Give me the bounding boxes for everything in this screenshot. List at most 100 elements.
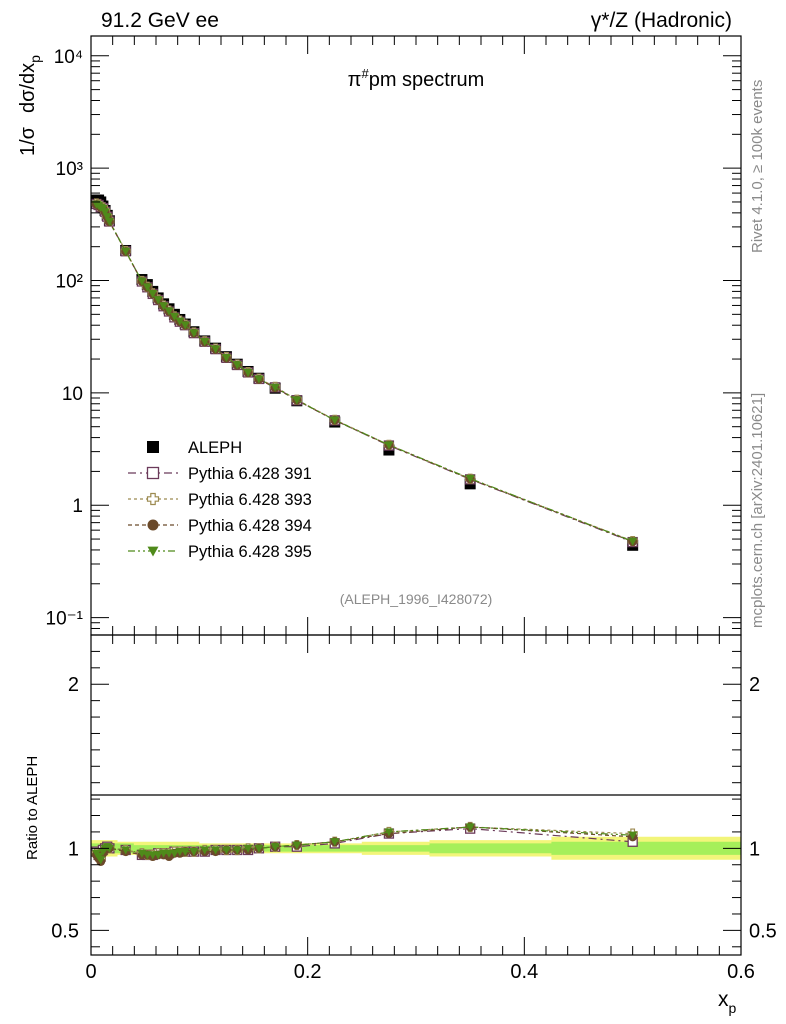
series-line-p391 <box>96 203 633 543</box>
ylabel-norm: 1/σ <box>17 126 39 156</box>
main-y-axis: 10⁻¹ 1 10 10² 10³ 10⁴ <box>46 36 742 636</box>
legend-label: ALEPH <box>188 439 242 457</box>
legend-marker <box>147 546 159 557</box>
ratio-uncertainty-bands <box>91 836 741 860</box>
legend-marker <box>147 441 159 453</box>
series-line-p393 <box>96 202 633 542</box>
series-p394 <box>91 199 638 547</box>
ratio-series-p395 <box>91 823 638 865</box>
legend-entry-p394: Pythia 6.428 394 <box>128 517 312 535</box>
mc-point <box>164 307 174 316</box>
ratio-point <box>169 849 179 858</box>
legend-entry-data: ALEPH <box>147 439 242 457</box>
ratio-y-tick-label: 0.5 <box>51 920 79 942</box>
mc-point <box>211 345 221 354</box>
ratio-point <box>254 844 264 853</box>
header-left: 91.2 GeV ee <box>101 9 219 32</box>
mc-point <box>102 213 112 222</box>
x-tick-label: 0.6 <box>727 961 755 983</box>
y-tick-label: 10² <box>56 272 83 293</box>
x-tick-label: 0.4 <box>510 961 538 983</box>
series-line-p395 <box>96 203 633 542</box>
legend-label: Pythia 6.428 394 <box>188 517 312 535</box>
mc-point <box>243 368 253 377</box>
ratio-point <box>153 851 163 860</box>
main-plot-panel: 10⁻¹ 1 10 10² 10³ 10⁴ π#pm spectrum 1/σ dσ/dxp… <box>17 35 742 636</box>
mc-point <box>100 208 110 217</box>
y-tick-label: 1 <box>72 496 83 517</box>
y-tick-label: 10⁻¹ <box>46 609 84 630</box>
ratio-point <box>243 844 253 853</box>
ratio-y-tick-label-right: 1 <box>749 838 760 860</box>
mc-point <box>153 296 163 305</box>
y-tick-label: 10 <box>62 384 83 405</box>
mc-point <box>142 283 152 292</box>
ratio-point <box>221 846 231 855</box>
ylabel-sub: p <box>27 55 43 63</box>
mc-point <box>221 354 231 363</box>
x-tick-label: 0 <box>85 961 96 983</box>
legend-label: Pythia 6.428 391 <box>188 465 312 483</box>
y-tick-label: 10³ <box>56 159 83 180</box>
mcplots-label: mcplots.cern.ch [arXiv:2401.10621] <box>749 393 766 628</box>
ratio-band-inner <box>91 841 741 855</box>
y-tick-label: 10⁴ <box>54 47 83 68</box>
main-y-axis-label: 1/σ dσ/dxp <box>17 55 43 156</box>
mc-point <box>254 375 264 384</box>
mc-point <box>180 321 190 330</box>
ratio-point <box>189 848 199 857</box>
mc-point <box>137 277 147 286</box>
ratio-point <box>211 846 221 855</box>
ratio-point <box>628 831 638 840</box>
mc-point <box>159 302 169 311</box>
ratio-point <box>104 844 114 853</box>
ratio-point <box>180 848 190 857</box>
series-p393 <box>91 198 638 547</box>
mc-point <box>189 329 199 338</box>
mc-point <box>169 312 179 322</box>
ylabel-deriv: dσ/dx <box>17 63 39 113</box>
legend-entry-p393: Pythia 6.428 393 <box>128 491 312 509</box>
mc-point <box>200 337 210 347</box>
header-right: γ*/Z (Hadronic) <box>591 9 732 32</box>
ratio-point <box>330 838 340 847</box>
mc-point <box>465 474 475 483</box>
ratio-series <box>91 821 638 866</box>
legend-marker <box>146 492 160 506</box>
mc-point <box>104 217 114 227</box>
legend-entry-p395: Pythia 6.428 395 <box>128 543 312 561</box>
xlabel-sub: p <box>729 1000 737 1016</box>
ratio-point <box>96 856 106 865</box>
ratio-y-tick-label-right: 2 <box>749 674 760 696</box>
ratio-point <box>384 828 394 837</box>
ratio-plot-panel: 0.5 0.5 1 1 2 2 0 0.2 0.4 0.6 Ratio to ALEPH xp <box>24 634 777 1016</box>
analysis-watermark: (ALEPH_1996_I428072) <box>340 591 493 607</box>
ratio-y-tick-label: 2 <box>68 674 79 696</box>
ratio-axes: 0.5 0.5 1 1 2 2 0 0.2 0.4 0.6 <box>51 635 777 983</box>
ratio-y-axis-label: Ratio to ALEPH <box>24 756 41 860</box>
mc-point <box>148 289 158 299</box>
spectrum-series <box>90 194 639 551</box>
mc-point <box>292 396 302 405</box>
ratio-point <box>270 843 280 852</box>
mc-point <box>121 247 131 256</box>
legend-entry-p391: Pythia 6.428 391 <box>128 465 312 483</box>
series-p391 <box>91 198 638 548</box>
mc-point <box>175 317 185 326</box>
series-p395 <box>91 200 638 546</box>
mc-point <box>270 383 280 392</box>
mc-point <box>384 441 394 450</box>
ratio-point <box>200 846 210 855</box>
series-line-p394 <box>96 203 633 543</box>
mc-point <box>330 416 340 425</box>
rivet-label: Rivet 4.1.0, ≥ 100k events <box>749 80 766 253</box>
plot-title: π#pm spectrum <box>348 66 485 91</box>
legend-label: Pythia 6.428 393 <box>188 491 312 509</box>
ratio-point <box>465 823 475 832</box>
mc-point <box>628 537 638 546</box>
ratio-point <box>292 841 302 850</box>
x-axis-label: xp <box>718 988 737 1016</box>
series-data <box>90 194 639 551</box>
mc-point <box>232 361 242 370</box>
